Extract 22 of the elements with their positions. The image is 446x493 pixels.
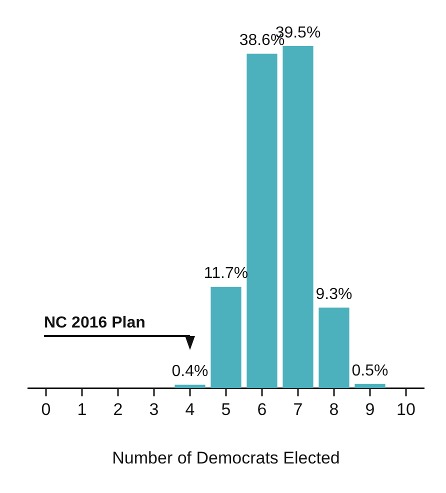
data-label: 0.4% bbox=[172, 363, 208, 380]
x-tick-label: 2 bbox=[113, 400, 123, 420]
x-axis-title: Number of Democrats Elected bbox=[112, 448, 340, 468]
x-tick-label: 6 bbox=[257, 400, 267, 420]
bar bbox=[174, 384, 206, 388]
bar bbox=[318, 308, 350, 388]
bar bbox=[282, 46, 314, 388]
x-tick-label: 9 bbox=[365, 400, 375, 420]
x-tick-label: 0 bbox=[41, 400, 51, 420]
annotation: NC 2016 Plan bbox=[44, 314, 146, 332]
x-tick-label: 10 bbox=[396, 400, 416, 420]
x-tick-label: 8 bbox=[329, 400, 339, 420]
bar bbox=[210, 286, 242, 388]
bar bbox=[354, 384, 386, 388]
data-label: 9.3% bbox=[316, 286, 352, 304]
x-tick-label: 1 bbox=[77, 400, 87, 420]
x-tick-label: 4 bbox=[185, 400, 195, 420]
x-tick-label: 5 bbox=[221, 400, 231, 420]
bar bbox=[246, 54, 278, 388]
x-tick-label: 3 bbox=[149, 400, 159, 420]
x-tick-label: 7 bbox=[293, 400, 303, 420]
data-label: 0.5% bbox=[352, 362, 388, 380]
